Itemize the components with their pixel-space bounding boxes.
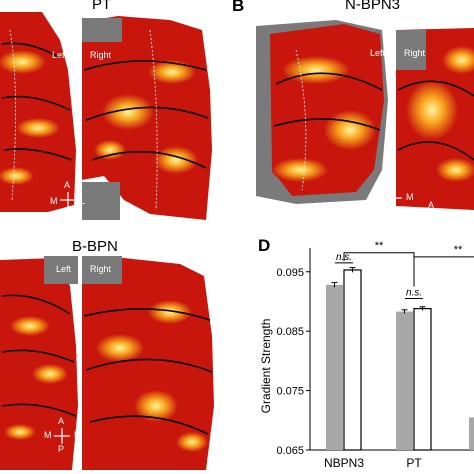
panel-c-right-hemisphere [82, 256, 214, 470]
panel-a-orientation-l: L [80, 196, 86, 206]
bar [413, 307, 432, 451]
panel-c-right-label: Right [90, 264, 112, 274]
panel-b-brain-maps [256, 20, 474, 210]
panel-b-letter: B [232, 0, 245, 15]
panel-a-orientation-a: A [64, 180, 71, 190]
panel-d-bar-chart: Gradient Strength 0.095 0.085 0.075 0.065 n… [259, 240, 474, 470]
panel-c-left-label: Left [56, 264, 72, 274]
panel-c-orientation-a: A [58, 416, 65, 426]
y-tick-label: 0.095 [276, 267, 304, 279]
category-label: PT [406, 456, 422, 470]
panel-a-title: PT [92, 0, 112, 13]
panel-a-left-label: Left [52, 50, 68, 60]
panel-b-right-label: Right [404, 48, 426, 58]
panel-a-left-hemisphere [0, 12, 76, 212]
panel-a-brain-maps [0, 12, 212, 220]
ns-label: n.s. [406, 288, 422, 299]
y-tick-label: 0.085 [276, 326, 304, 338]
y-tick-label: 0.075 [276, 386, 304, 398]
panel-b-left-hemisphere [256, 20, 388, 204]
panel-b-orientation-m: M [406, 192, 414, 202]
y-tick-label: 0.065 [276, 445, 304, 457]
panel-b-orientation-cross [386, 190, 402, 206]
category-labels: NBPN3 PT [324, 456, 422, 470]
panel-a-right-label: Right [90, 50, 112, 60]
panel-c-left-hemisphere [0, 256, 78, 470]
category-label: NBPN3 [324, 456, 364, 470]
panel-c-orientation-cross [54, 428, 70, 444]
panel-b-right-hemisphere [396, 28, 474, 210]
panel-c-brain-maps [0, 256, 214, 470]
panel-c-orientation-p: P [58, 444, 65, 454]
bars [326, 267, 474, 451]
bar [343, 269, 362, 451]
panel-c-title: B-BPN [72, 238, 118, 255]
panel-a-orientation-cross [60, 192, 76, 208]
panel-c-orientation-m: M [44, 430, 52, 440]
y-ticks: 0.095 0.085 0.075 0.065 [276, 267, 310, 457]
bar [326, 284, 343, 450]
panel-b-left-label: Left [370, 48, 386, 58]
panel-a-orientation-m: M [50, 196, 58, 206]
panel-a-right-hemisphere [82, 16, 212, 220]
sig-label: ** [375, 240, 384, 252]
panel-a-orientation-p: P [64, 210, 71, 220]
bar [469, 417, 474, 450]
panel-d-letter: D [258, 236, 271, 255]
bar [396, 311, 413, 450]
panel-b-orientation-a: A [428, 200, 435, 210]
panel-b-orientation-l: L [374, 192, 380, 202]
panel-b-title: N-BPN3 [345, 0, 401, 13]
annotations: n.s.n.s.** ** [335, 240, 474, 299]
y-axis-label: Gradient Strength [259, 319, 273, 414]
sig-label: ** [454, 244, 463, 256]
sig-bracket [343, 252, 415, 287]
panel-c-orientation-l: L [74, 430, 80, 440]
